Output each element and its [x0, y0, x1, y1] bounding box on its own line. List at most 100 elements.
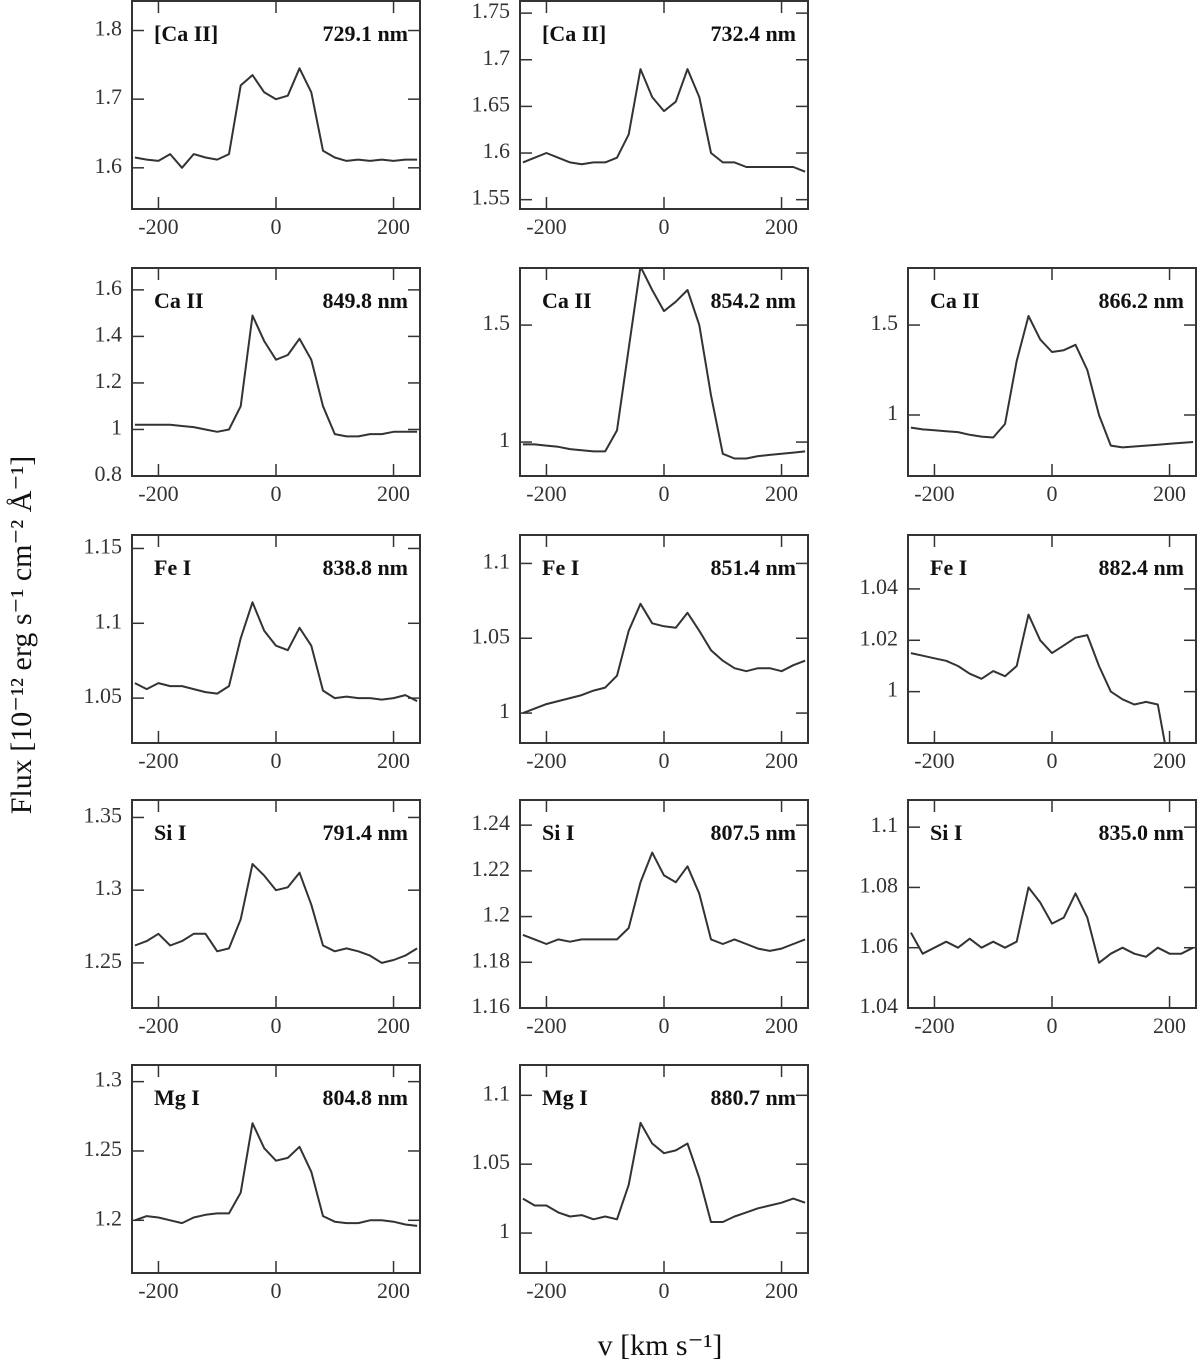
panel: -200 0 200 1 1.5 Ca II 854.2 nm [483, 267, 809, 506]
y-tick-label: 1.65 [472, 91, 511, 116]
spectrum-line [134, 601, 418, 702]
y-tick-label: 1.5 [483, 310, 511, 335]
y-tick-label: 1.25 [84, 948, 123, 973]
species-label: Ca II [154, 288, 204, 313]
species-label: Si I [930, 820, 962, 845]
y-tick-label: 1.75 [472, 0, 511, 23]
plot-frame [131, 0, 421, 210]
wavelength-label: 882.4 nm [1098, 555, 1184, 580]
y-tick-label: 1.55 [472, 185, 511, 210]
y-tick-label: 1 [887, 400, 898, 425]
plot-frame [907, 799, 1197, 1009]
y-tick-label: 1.3 [95, 875, 123, 900]
y-tick-label: 1 [111, 415, 122, 440]
species-label: Si I [542, 820, 574, 845]
spectrum-line [134, 67, 418, 169]
x-tick-label: 0 [271, 748, 282, 773]
wavelength-label: 854.2 nm [710, 288, 796, 313]
y-tick-label: 0.8 [95, 461, 123, 486]
wavelength-label: 866.2 nm [1098, 288, 1184, 313]
x-tick-label: 200 [377, 748, 410, 773]
x-tick-label: 200 [1153, 481, 1186, 506]
x-tick-label: 200 [765, 481, 798, 506]
species-label: Mg I [154, 1085, 200, 1110]
y-tick-label: 1.7 [483, 45, 511, 70]
panel: -200 0 200 0.8 1 1.2 1.4 1.6 Ca II 849.8 nm [95, 267, 421, 506]
spectrum-line [522, 68, 806, 173]
wavelength-label: 849.8 nm [322, 288, 408, 313]
wavelength-label: 835.0 nm [1098, 820, 1184, 845]
x-tick-label: 0 [1047, 748, 1058, 773]
x-tick-label: 200 [377, 1013, 410, 1038]
y-tick-label: 1.3 [95, 1067, 123, 1092]
x-tick-label: 200 [1153, 748, 1186, 773]
species-label: Fe I [154, 555, 191, 580]
spectrum-line [134, 863, 418, 964]
x-tick-label: 200 [377, 214, 410, 239]
x-tick-label: 200 [377, 481, 410, 506]
wavelength-label: 732.4 nm [710, 21, 796, 46]
species-label: Mg I [542, 1085, 588, 1110]
wavelength-label: 880.7 nm [710, 1085, 796, 1110]
x-tick-label: -200 [526, 214, 566, 239]
plot-frame [519, 534, 809, 744]
plot-frame [131, 534, 421, 744]
x-tick-label: 0 [659, 481, 670, 506]
spectrum-line [522, 1121, 806, 1223]
x-tick-label: 0 [659, 748, 670, 773]
x-tick-label: 200 [765, 1278, 798, 1303]
panel: -200 0 200 1.16 1.18 1.2 1.22 1.24 Si I 807.5 nm [472, 799, 809, 1038]
y-tick-label: 1.1 [483, 1080, 511, 1105]
panel: -200 0 200 1 1.05 1.1 Fe I 851.4 nm [472, 534, 809, 773]
spectrum-line [134, 1122, 418, 1227]
x-tick-label: -200 [526, 1013, 566, 1038]
y-tick-label: 1.7 [95, 84, 123, 109]
y-tick-label: 1.04 [860, 574, 899, 599]
x-tick-label: -200 [138, 214, 178, 239]
x-tick-label: 0 [659, 1013, 670, 1038]
x-tick-label: 0 [659, 214, 670, 239]
y-tick-label: 1.1 [871, 812, 899, 837]
x-tick-label: 200 [765, 214, 798, 239]
x-tick-label: -200 [526, 481, 566, 506]
y-tick-label: 1.05 [472, 1149, 511, 1174]
y-tick-label: 1.35 [84, 803, 123, 828]
y-tick-label: 1.18 [472, 947, 511, 972]
y-tick-label: 1.2 [95, 1205, 123, 1230]
panel: -200 0 200 1.04 1.06 1.08 1.1 Si I 835.0 nm [860, 799, 1197, 1038]
species-label: Ca II [930, 288, 980, 313]
y-axis-title: Flux [10⁻¹² erg s⁻¹ cm⁻² Å⁻¹] [5, 456, 38, 815]
plot-frame [519, 267, 809, 477]
y-tick-label: 1.1 [483, 548, 511, 573]
wavelength-label: 807.5 nm [710, 820, 796, 845]
y-tick-label: 1.08 [860, 872, 899, 897]
plot-frame [907, 267, 1197, 477]
x-tick-label: -200 [138, 748, 178, 773]
y-tick-label: 1.6 [483, 138, 511, 163]
x-tick-label: 0 [1047, 481, 1058, 506]
y-tick-label: 1.6 [95, 153, 123, 178]
plot-frame [519, 1064, 809, 1274]
y-tick-label: 1 [499, 698, 510, 723]
plot-frame [519, 799, 809, 1009]
species-label: Si I [154, 820, 186, 845]
y-tick-label: 1 [499, 1218, 510, 1243]
y-tick-label: 1.05 [84, 683, 123, 708]
panel: -200 0 200 1.55 1.6 1.65 1.7 1.75 [Ca II] 732.4 n… [472, 0, 809, 239]
spectrum-line [522, 602, 806, 715]
plot-frame [131, 267, 421, 477]
panel: -200 0 200 1.2 1.25 1.3 Mg I 804.8 nm [84, 1064, 421, 1303]
spectrum-line [910, 886, 1194, 964]
x-tick-label: -200 [914, 481, 954, 506]
x-tick-label: -200 [914, 748, 954, 773]
spectrum-line [522, 268, 806, 460]
x-tick-label: -200 [914, 1013, 954, 1038]
x-axis-title: v [km s⁻¹] [598, 1329, 723, 1362]
y-tick-label: 1.25 [84, 1136, 123, 1161]
panel: -200 0 200 1 1.02 1.04 Fe I 882.4 nm [860, 534, 1197, 773]
x-tick-label: -200 [526, 1278, 566, 1303]
species-label: Ca II [542, 288, 592, 313]
species-label: [Ca II] [542, 21, 606, 46]
